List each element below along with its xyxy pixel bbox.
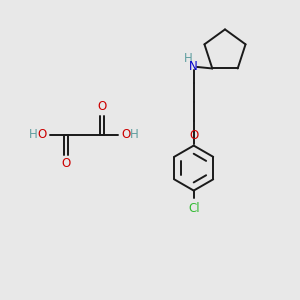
Text: O: O bbox=[122, 128, 131, 142]
Text: H: H bbox=[130, 128, 139, 142]
Text: N: N bbox=[189, 61, 198, 74]
Text: H: H bbox=[29, 128, 38, 142]
Text: O: O bbox=[37, 128, 46, 142]
Text: Cl: Cl bbox=[188, 202, 200, 215]
Text: O: O bbox=[61, 157, 70, 170]
Text: O: O bbox=[189, 129, 198, 142]
Text: O: O bbox=[98, 100, 106, 113]
Text: H: H bbox=[184, 52, 193, 64]
